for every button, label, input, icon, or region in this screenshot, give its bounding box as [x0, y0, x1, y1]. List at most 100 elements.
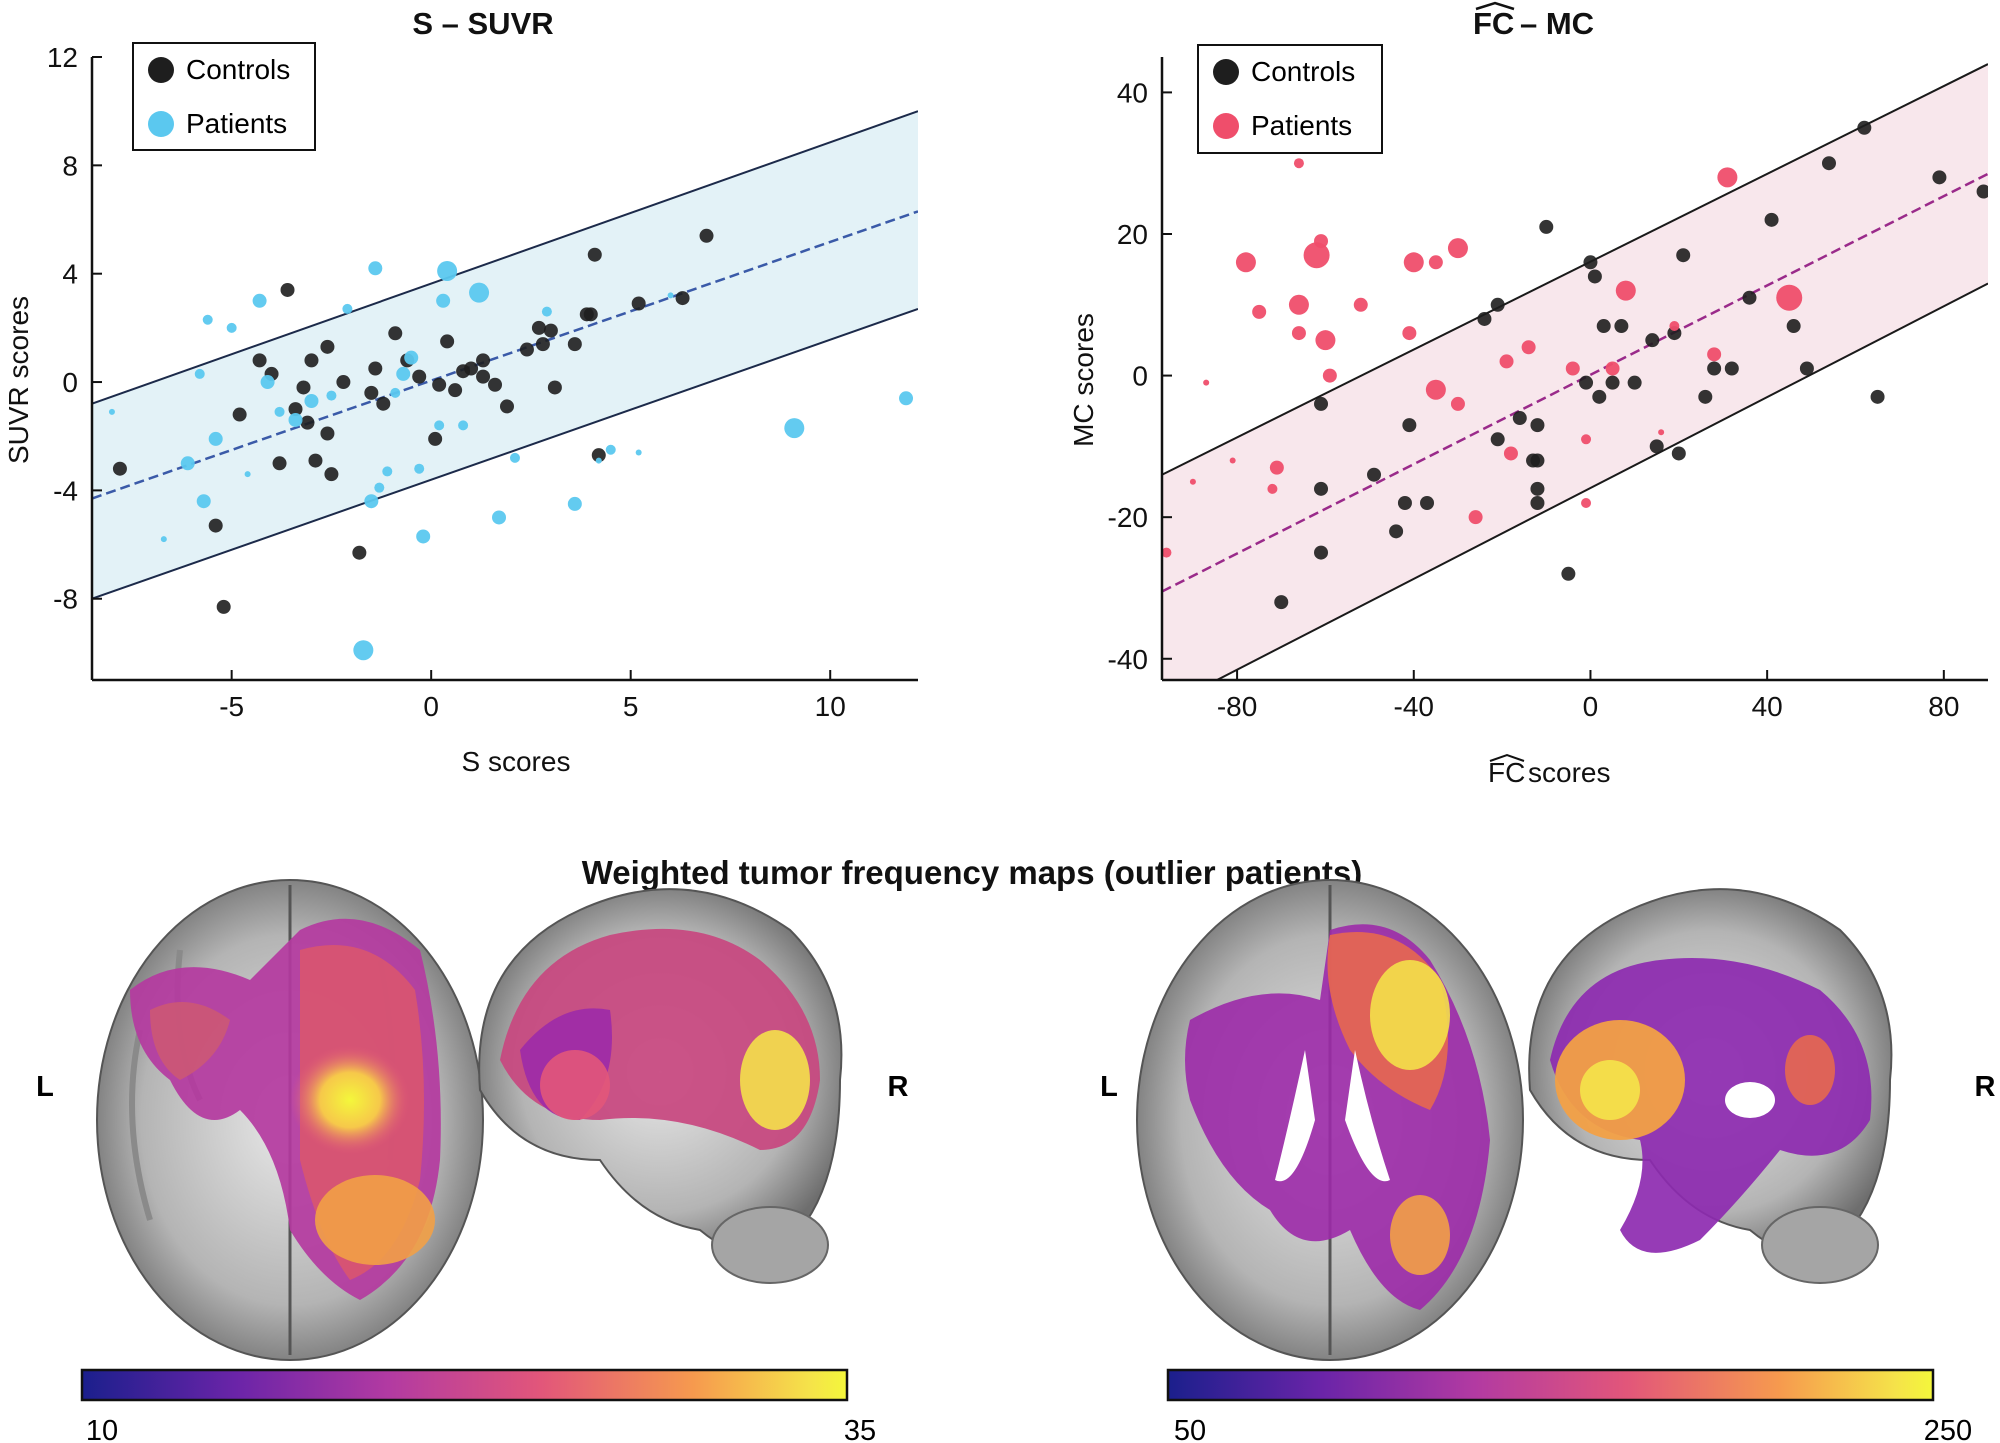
- control-point: [519, 342, 534, 357]
- control-point: [1976, 184, 1988, 199]
- control-point: [428, 431, 443, 446]
- control-point: [591, 448, 606, 463]
- patient-point: [196, 494, 211, 509]
- chart2-x-tick-label: -80: [1217, 691, 1257, 722]
- control-point: [1512, 411, 1527, 426]
- control-point: [547, 380, 562, 395]
- control-point: [499, 399, 514, 414]
- legend-patients-marker: [148, 111, 174, 137]
- chart1-xlabel: S scores: [462, 746, 571, 777]
- control-point: [1627, 375, 1642, 390]
- chart2-band-upper: [1162, 63, 1988, 476]
- control-point: [1857, 120, 1872, 135]
- control-point: [1614, 319, 1629, 334]
- control-point: [1799, 361, 1814, 376]
- chart1-fit-line: [92, 210, 918, 500]
- map-b-left-label: L: [1100, 1071, 1118, 1103]
- patient-point: [1267, 483, 1278, 494]
- control-point: [368, 361, 383, 376]
- patient-point: [180, 456, 195, 471]
- patient-point: [1605, 361, 1620, 376]
- chart2-x-tick-label: 0: [1583, 691, 1599, 722]
- patient-point: [784, 418, 805, 439]
- control-point: [1420, 496, 1435, 511]
- patient-point: [1615, 280, 1636, 301]
- patient-point: [368, 261, 383, 276]
- control-point: [1707, 361, 1722, 376]
- patient-point: [160, 536, 167, 543]
- patient-point: [304, 394, 319, 409]
- patient-point: [1291, 326, 1306, 341]
- control-point: [296, 380, 311, 395]
- control-point: [1645, 333, 1660, 348]
- patient-point: [364, 494, 379, 509]
- control-point: [252, 353, 267, 368]
- patient-point: [1353, 297, 1368, 312]
- patient-point: [108, 408, 115, 415]
- control-point: [1605, 375, 1620, 390]
- control-point: [320, 426, 335, 441]
- control-point: [1314, 396, 1329, 411]
- control-point: [1870, 389, 1885, 404]
- control-point: [1402, 418, 1417, 433]
- chart2-x-tick-label: 40: [1752, 691, 1783, 722]
- patient-point: [1581, 434, 1592, 445]
- control-point: [1742, 290, 1757, 305]
- chart1-y-tick-label: 4: [62, 259, 78, 290]
- control-point: [216, 599, 231, 614]
- control-point: [1274, 595, 1289, 610]
- control-point: [1592, 389, 1607, 404]
- control-point: [543, 323, 558, 338]
- control-point: [324, 467, 339, 482]
- colorbar-a: 10 35: [80, 1368, 876, 1443]
- chart2-points: [1162, 120, 1988, 610]
- patient-point: [1521, 340, 1536, 355]
- control-point: [631, 296, 646, 311]
- legend-controls-label: Controls: [186, 54, 290, 85]
- patient-point: [390, 387, 401, 398]
- patient-point: [595, 457, 602, 464]
- control-point: [1530, 418, 1545, 433]
- patient-point: [1229, 457, 1236, 464]
- chart1-x-tick-label: 10: [815, 691, 846, 722]
- patient-point: [567, 496, 582, 511]
- patient-point: [1189, 478, 1196, 485]
- chart-fc-mc: FC – MC -80 -40 0 40 80 40 20 0 -20 -40 FC scores…: [1068, 1, 1988, 788]
- chart2-title-fc: FC: [1473, 6, 1514, 41]
- patient-point: [244, 471, 251, 478]
- patient-point: [1314, 234, 1329, 249]
- control-point: [1530, 496, 1545, 511]
- chart2-xlabel: FC scores: [1488, 753, 1610, 788]
- brain-sagittal-b: [1528, 888, 1893, 1284]
- chart1-x-tick-label: 5: [623, 691, 639, 722]
- brain-axial-b: [1136, 879, 1524, 1361]
- patient-point: [1499, 354, 1514, 369]
- patient-point: [288, 412, 303, 427]
- patient-point: [1565, 361, 1580, 376]
- map-a-left-label: L: [36, 1071, 54, 1103]
- control-point: [1596, 319, 1611, 334]
- patient-point: [1288, 294, 1309, 315]
- control-point: [1698, 389, 1713, 404]
- patient-point: [1468, 510, 1483, 525]
- control-point: [300, 415, 315, 430]
- control-point: [320, 339, 335, 354]
- patient-point: [1447, 238, 1468, 259]
- patient-point: [667, 292, 674, 299]
- chart1-band-upper: [92, 110, 918, 405]
- patient-point: [208, 431, 223, 446]
- colorbar-b-max: 250: [1924, 1415, 1972, 1443]
- patient-point: [1428, 255, 1443, 270]
- map-a-right-label: R: [888, 1071, 909, 1103]
- control-point: [587, 247, 602, 262]
- patient-point: [1503, 446, 1518, 461]
- control-point: [448, 383, 463, 398]
- patient-point: [226, 322, 237, 333]
- control-point: [280, 282, 295, 297]
- control-point: [1579, 375, 1594, 390]
- control-point: [272, 456, 287, 471]
- patient-point: [1403, 252, 1424, 273]
- control-point: [352, 545, 367, 560]
- control-point: [1367, 467, 1382, 482]
- control-point: [1821, 156, 1836, 171]
